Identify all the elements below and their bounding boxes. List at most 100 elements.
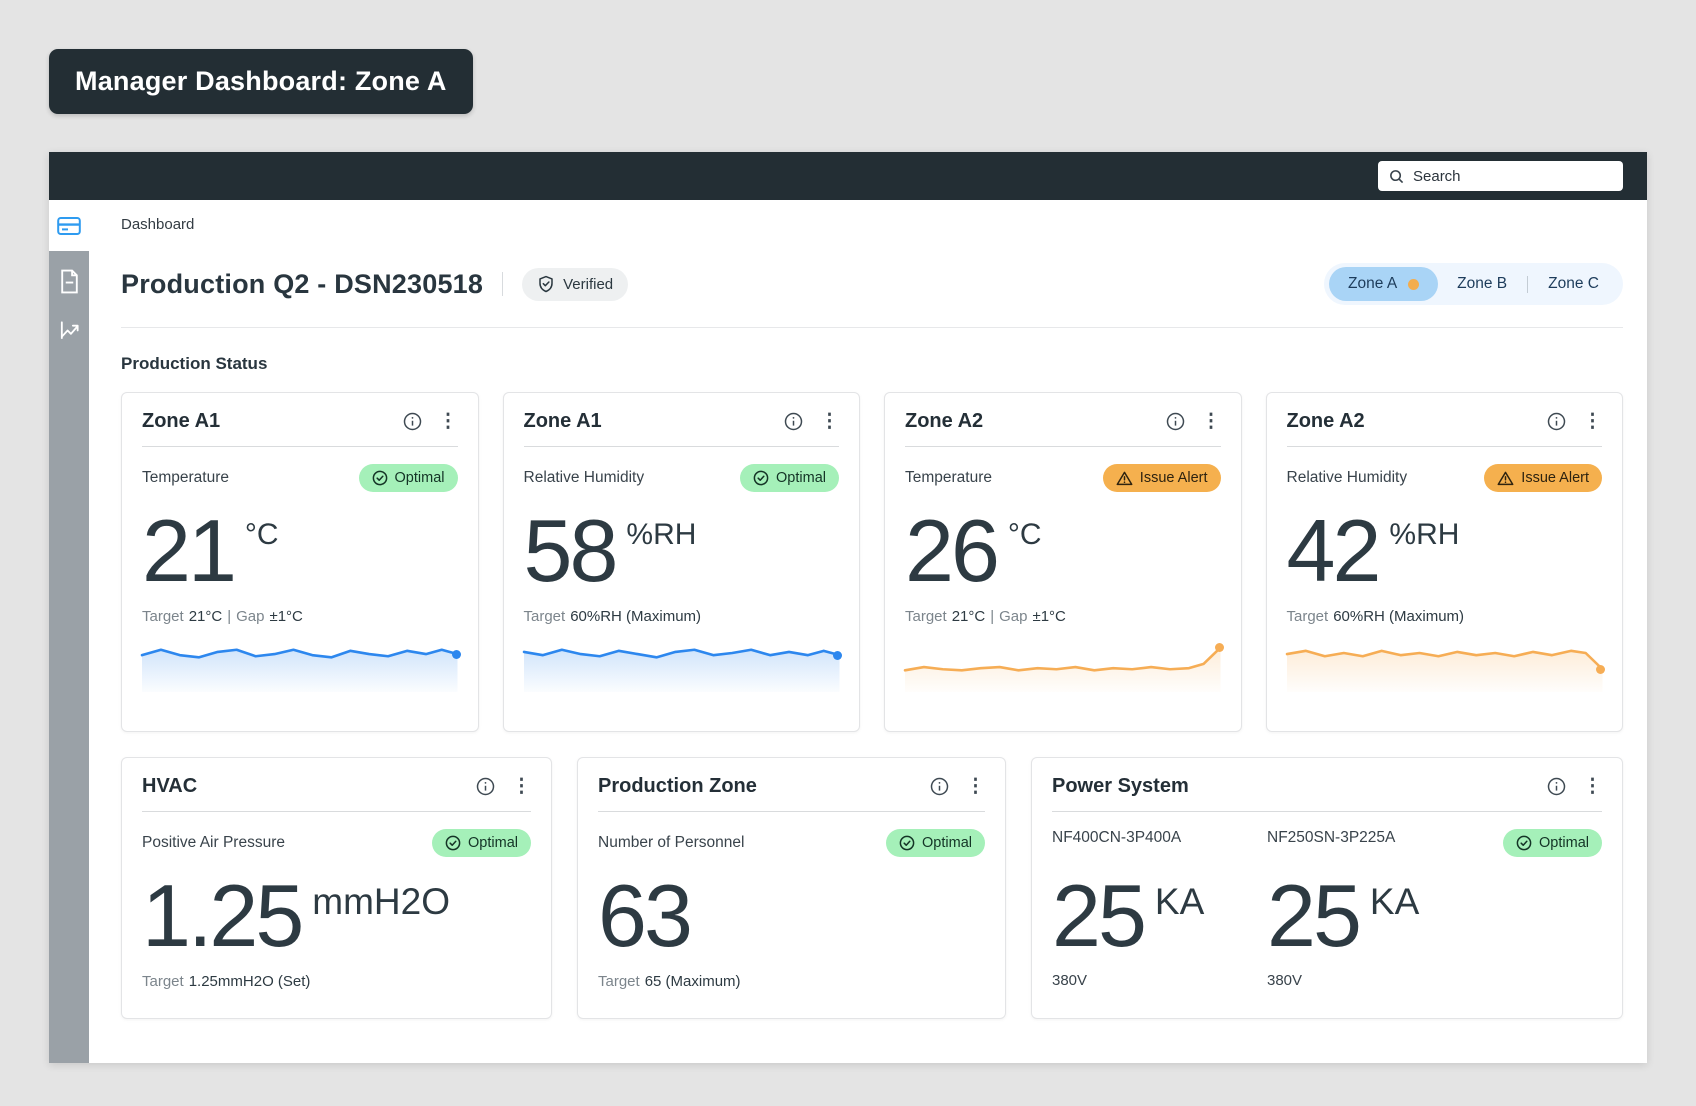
breaker-value: 25 (1052, 866, 1147, 965)
metric-label: Positive Air Pressure (142, 834, 285, 851)
status-label: Issue Alert (1521, 470, 1589, 486)
kebab-menu-icon[interactable]: ⋮ (1583, 776, 1602, 797)
status-label: Optimal (922, 835, 972, 851)
sparkline (142, 640, 461, 693)
card-zone-a1-temperature: Zone A1 ⋮ Temperature (121, 392, 479, 732)
info-icon[interactable] (476, 777, 495, 796)
status-label: Optimal (1539, 835, 1589, 851)
status-label: Optimal (776, 470, 826, 486)
info-icon[interactable] (930, 777, 949, 796)
status-badge: Optimal (1503, 829, 1602, 857)
header-rule (121, 327, 1623, 328)
check-circle-icon (445, 835, 461, 851)
document-icon[interactable] (56, 268, 82, 294)
check-circle-icon (372, 470, 387, 486)
kebab-menu-icon[interactable]: ⋮ (966, 776, 985, 797)
sparkline (1287, 640, 1605, 693)
tab-zone-a[interactable]: Zone A (1329, 267, 1439, 301)
verified-label: Verified (563, 275, 614, 293)
sparkline (905, 640, 1224, 693)
breaker-value: 25 (1267, 866, 1362, 965)
status-badge: Optimal (886, 829, 985, 857)
topbar (49, 152, 1647, 200)
tab-zone-b[interactable]: Zone B (1457, 275, 1508, 292)
metric-value: 26 (905, 501, 1000, 600)
info-icon[interactable] (1547, 777, 1566, 796)
active-zone-dot (1408, 278, 1420, 290)
check-circle-icon (1516, 835, 1532, 851)
card-title: Zone A1 (142, 410, 221, 432)
info-icon[interactable] (1166, 412, 1185, 431)
check-circle-icon (753, 470, 769, 486)
sidebar (49, 200, 89, 1063)
target-line: Target 65 (Maximum) (598, 973, 741, 991)
window-body: Dashboard Production Q2 - DSN230518 Veri… (49, 200, 1647, 1063)
card-divider (142, 446, 458, 447)
page-header: Production Q2 - DSN230518 Verified Zone … (121, 263, 1623, 305)
info-icon[interactable] (784, 412, 803, 431)
target-line: Target 21°C | Gap ±1°C (142, 608, 303, 626)
card-title: HVAC (142, 775, 198, 797)
sparkline-end-dot (833, 651, 842, 661)
search-icon (1390, 169, 1404, 183)
breaker-unit: KA (1154, 881, 1205, 922)
card-zone-a1-humidity: Zone A1 ⋮ Relative Humidity (502, 392, 860, 732)
kebab-menu-icon[interactable]: ⋮ (820, 411, 839, 432)
metric-unit: °C (1007, 518, 1042, 551)
dashboard-card-icon[interactable] (56, 213, 82, 239)
main-content: Dashboard Production Q2 - DSN230518 Veri… (89, 200, 1647, 1063)
card-title: Production Zone (598, 775, 757, 797)
status-badge: Issue Alert (1484, 464, 1602, 492)
status-badge: Issue Alert (1102, 464, 1221, 492)
card-divider (523, 446, 839, 447)
kebab-menu-icon[interactable]: ⋮ (512, 776, 531, 797)
kebab-menu-icon[interactable]: ⋮ (438, 411, 458, 432)
warning-triangle-icon (1116, 471, 1133, 485)
page-title: Production Q2 - DSN230518 (121, 268, 484, 299)
tab-zone-c[interactable]: Zone C (1548, 275, 1599, 292)
search-input[interactable] (1413, 167, 1612, 185)
tab-zone-a-label: Zone A (1348, 275, 1398, 292)
breadcrumb[interactable]: Dashboard (121, 216, 195, 233)
target-line: Target 60%RH (Maximum) (523, 608, 702, 626)
section-title: Production Status (121, 354, 268, 373)
sparkline-end-dot (451, 649, 461, 659)
info-icon[interactable] (403, 412, 422, 431)
status-badge: Optimal (358, 464, 458, 492)
metric-label: Temperature (142, 469, 230, 486)
card-divider (905, 446, 1221, 447)
sparkline (524, 640, 842, 693)
breaker-voltage: 380V (1052, 972, 1088, 990)
card-zone-a2-humidity: Zone A2 ⋮ Relative Humidity (1265, 392, 1623, 732)
metric-value: 1.25 (142, 866, 304, 965)
facility-cards-row: HVAC ⋮ Positive Air Pressure (121, 757, 1623, 1019)
status-label: Optimal (394, 470, 445, 486)
card-zone-a2-temperature: Zone A2 ⋮ Temperature (884, 392, 1242, 732)
metric-unit: %RH (626, 518, 697, 551)
target-line: Target 21°C | Gap ±1°C (905, 608, 1066, 626)
card-production-zone: Production Zone ⋮ Number of Personnel (577, 757, 1006, 1019)
status-label: Issue Alert (1139, 470, 1208, 486)
metric-value: 58 (523, 501, 619, 600)
metric-cards-row: Zone A1 ⋮ Temperature (121, 392, 1623, 732)
line-chart-icon[interactable] (56, 316, 82, 342)
card-power-system: Power System ⋮ NF400CN-3P400A NF250SN-3P… (1031, 757, 1623, 1019)
sidebar-rail (49, 251, 89, 1063)
info-icon[interactable] (1547, 412, 1566, 431)
kebab-menu-icon[interactable]: ⋮ (1583, 411, 1602, 432)
kebab-menu-icon[interactable]: ⋮ (1201, 411, 1221, 432)
zone-tabs: Zone A Zone B Zone C (1324, 263, 1623, 305)
metric-unit: %RH (1389, 518, 1460, 551)
breaker-unit: KA (1369, 881, 1420, 922)
search-box[interactable] (1378, 161, 1623, 191)
card-divider (1052, 811, 1602, 812)
status-badge: Optimal (740, 464, 839, 492)
card-title: Zone A2 (1286, 410, 1365, 432)
card-title: Zone A2 (905, 410, 984, 432)
card-divider (1286, 446, 1602, 447)
card-divider (598, 811, 985, 812)
metric-value: 63 (598, 866, 693, 965)
breaker-model: NF400CN-3P400A (1052, 829, 1182, 846)
metric-value: 42 (1286, 501, 1382, 600)
